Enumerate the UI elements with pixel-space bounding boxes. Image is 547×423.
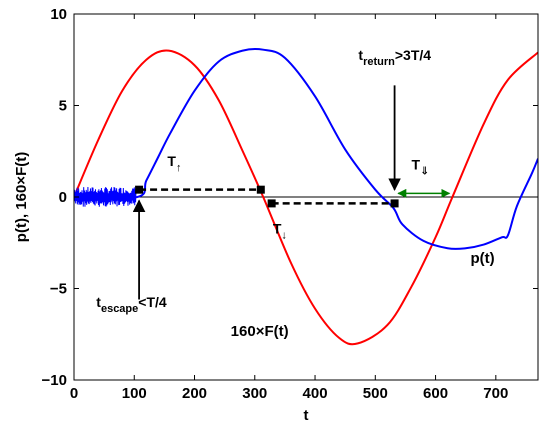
label-t-dbl: T⇓ bbox=[411, 157, 429, 178]
y-axis-label: p(t), 160×F(t) bbox=[13, 152, 30, 242]
label-momentum: p(t) bbox=[471, 250, 495, 267]
marker-square-2 bbox=[256, 185, 265, 194]
x-tick-label: 700 bbox=[483, 385, 508, 402]
x-tick-label: 300 bbox=[242, 385, 267, 402]
marker-square-1 bbox=[135, 185, 144, 194]
x-tick-label: 100 bbox=[122, 385, 147, 402]
y-tick-label: −10 bbox=[42, 372, 67, 389]
x-axis-label: t bbox=[304, 407, 309, 423]
x-tick-label: 600 bbox=[423, 385, 448, 402]
marker-square-4 bbox=[390, 199, 399, 208]
x-tick-label: 400 bbox=[303, 385, 328, 402]
x-tick-label: 500 bbox=[363, 385, 388, 402]
y-tick-label: 5 bbox=[59, 98, 67, 115]
label-t-up: T↑ bbox=[167, 153, 181, 174]
marker-square-3 bbox=[267, 199, 276, 208]
label-t-return: treturn>3T/4 bbox=[358, 47, 431, 68]
y-tick-label: 0 bbox=[59, 189, 67, 206]
label-field: 160×F(t) bbox=[231, 323, 289, 340]
x-tick-label: 200 bbox=[182, 385, 207, 402]
series-line-momentum bbox=[74, 47, 538, 250]
y-tick-label: 10 bbox=[50, 6, 67, 23]
y-tick-label: −5 bbox=[50, 281, 67, 298]
series-line-field bbox=[74, 49, 538, 346]
label-t-escape: tescape<T/4 bbox=[96, 294, 167, 315]
label-t-down: T↓ bbox=[273, 221, 287, 242]
x-tick-label: 0 bbox=[70, 385, 78, 402]
momentum-noise bbox=[74, 186, 137, 207]
